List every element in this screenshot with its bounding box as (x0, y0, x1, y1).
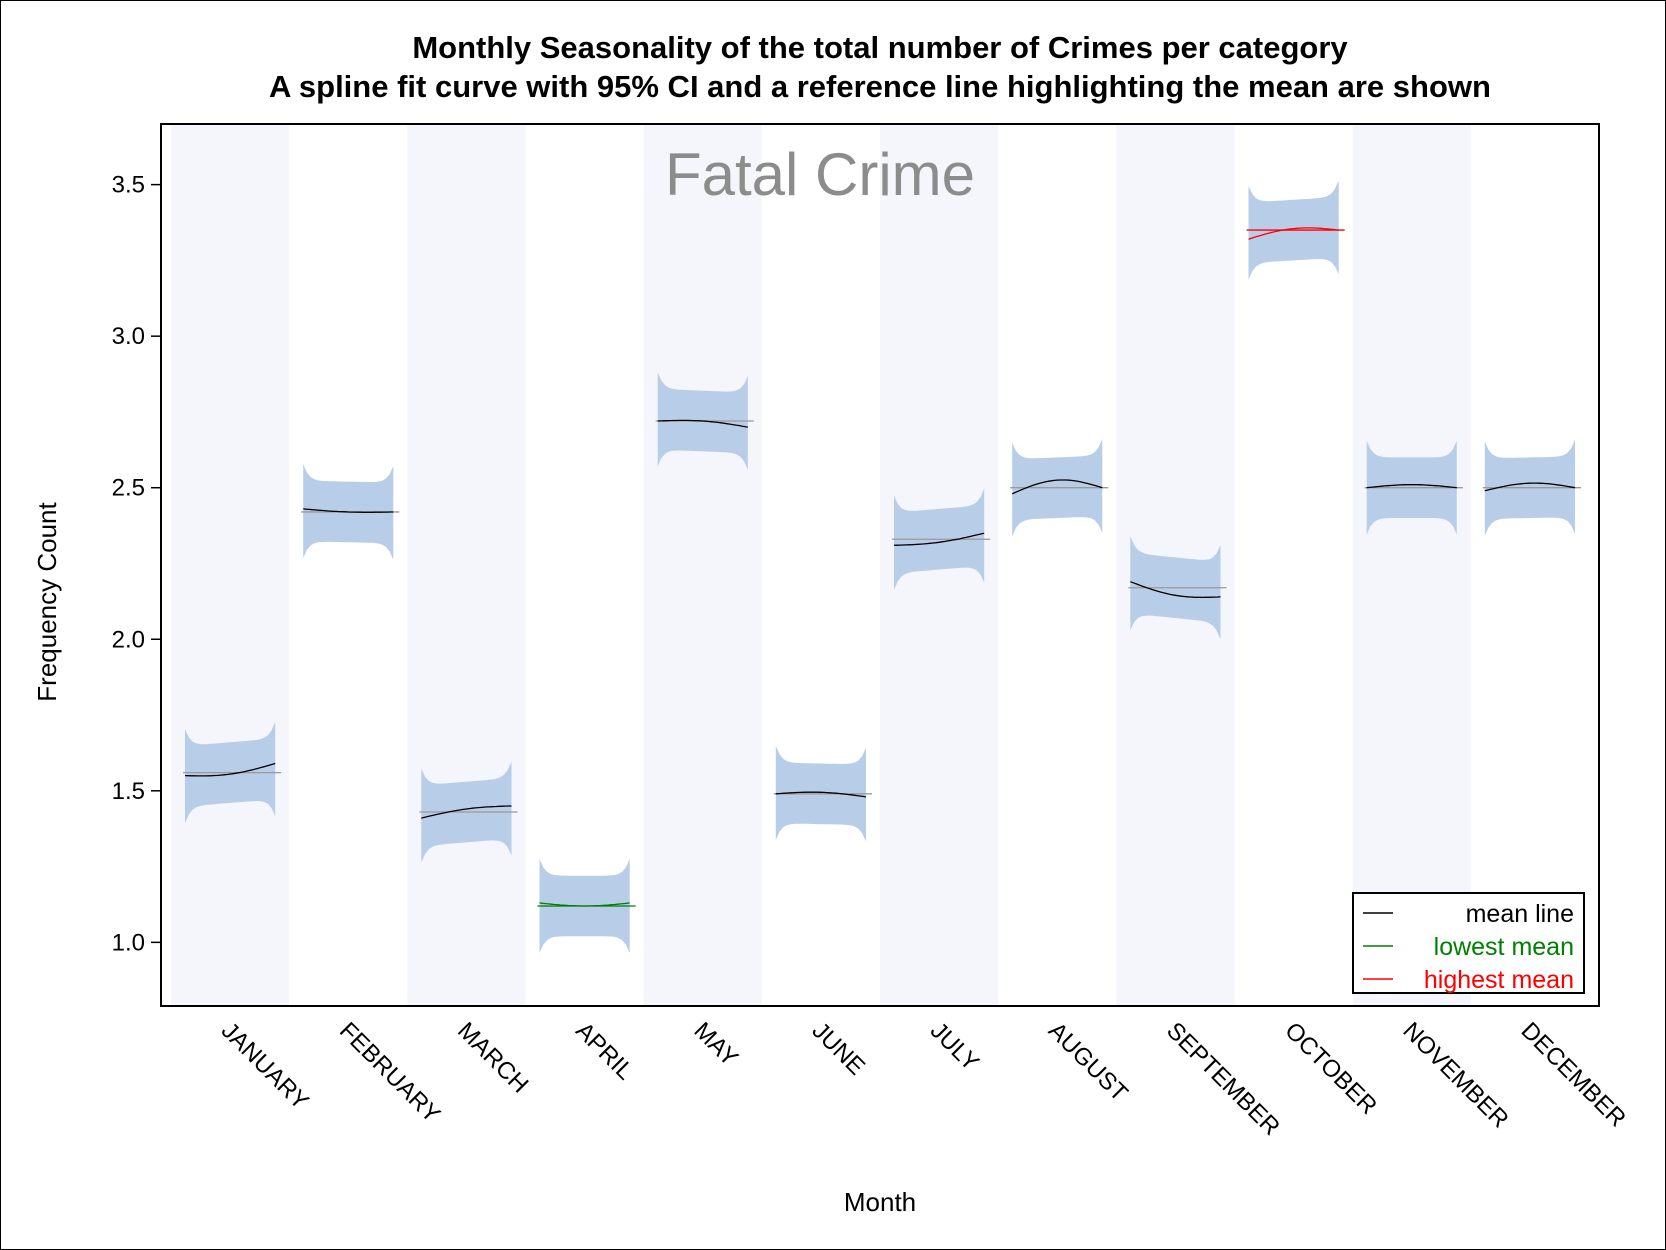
y-tick-label: 3.0 (112, 323, 145, 350)
legend-label: mean line (1466, 900, 1574, 928)
x-tick-label: JULY (925, 1017, 984, 1076)
spline-august (1011, 479, 1103, 495)
x-axis-label: Month (844, 1187, 916, 1217)
x-tick-label: APRIL (570, 1017, 638, 1085)
x-tick-label: JANUARY (216, 1017, 314, 1115)
legend: mean line lowest mean highest mean (1352, 892, 1585, 994)
chart-subtitle: A spline fit curve with 95% CI and a ref… (269, 69, 1491, 104)
x-tick-label: FEBRUARY (334, 1017, 445, 1128)
y-tick-label: 3.5 (112, 172, 145, 199)
y-tick-label: 1.5 (112, 778, 145, 805)
y-tick-label: 2.0 (112, 626, 145, 653)
legend-label: highest mean (1424, 966, 1574, 994)
y-axis-label: Frequency Count (32, 502, 62, 702)
spline-june (775, 791, 867, 798)
spline-december (1484, 482, 1576, 492)
y-tick-label: 1.0 (112, 929, 145, 956)
month-stripe (643, 125, 762, 1005)
spline-november (1366, 484, 1457, 489)
spline-april (539, 902, 630, 907)
x-tick-label: SEPTEMBER (1161, 1017, 1285, 1141)
spline-february (303, 508, 394, 513)
legend-box (1352, 892, 1585, 994)
month-stripe (407, 125, 526, 1005)
spline-march (421, 805, 512, 819)
spline-curves (184, 227, 1576, 907)
spline-july (893, 532, 985, 546)
spline-october (1248, 227, 1339, 240)
x-tick-label: MAY (689, 1017, 744, 1072)
chart-title: Monthly Seasonality of the total number … (412, 30, 1348, 65)
month-stripe (1352, 125, 1471, 1005)
spline-may (657, 419, 748, 428)
panel-label: Fatal Crime (665, 141, 975, 208)
x-axis: JANUARY FEBRUARY MARCH APRIL MAY JUNE JULY AUGU… (216, 1017, 1631, 1141)
x-tick-label: MARCH (452, 1017, 533, 1098)
x-tick-label: JUNE (807, 1017, 870, 1080)
x-tick-label: OCTOBER (1279, 1017, 1382, 1120)
spline-september (1130, 581, 1221, 599)
y-tick-label: 2.5 (112, 475, 145, 502)
x-tick-label: NOVEMBER (1398, 1017, 1514, 1133)
x-tick-label: DECEMBER (1516, 1017, 1631, 1132)
plot-area-border (160, 123, 1600, 1007)
spline-january (184, 762, 276, 777)
y-axis: 1.0 1.5 2.0 2.5 3.0 3.5 (112, 172, 161, 956)
month-stripe (171, 125, 290, 1005)
x-tick-label: AUGUST (1043, 1017, 1133, 1107)
legend-label: lowest mean (1434, 933, 1574, 961)
